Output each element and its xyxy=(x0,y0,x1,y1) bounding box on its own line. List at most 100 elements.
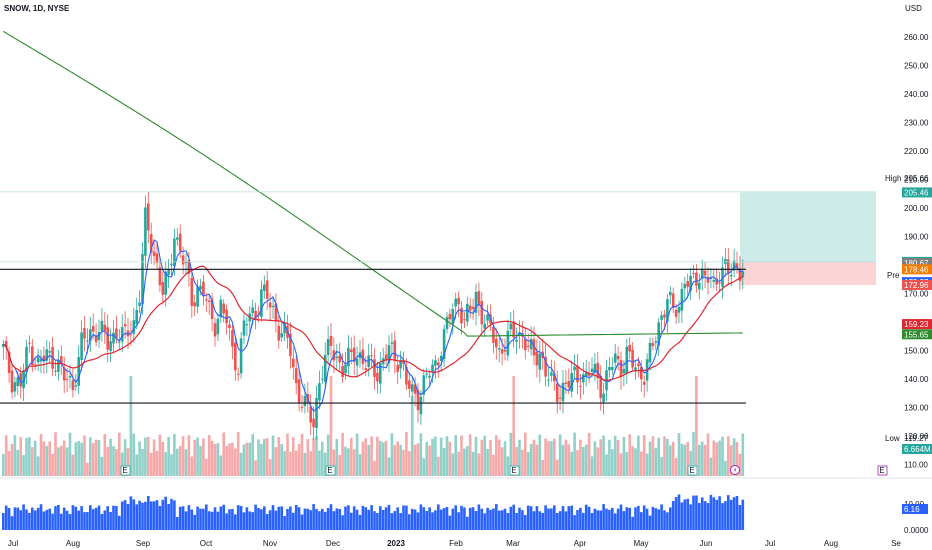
candle-body xyxy=(402,360,405,364)
volume-bar xyxy=(236,432,240,476)
indicator-bar xyxy=(567,506,571,530)
volume-bar xyxy=(341,433,344,476)
volume-bar xyxy=(663,436,666,476)
candle-body xyxy=(149,234,153,253)
candle-body xyxy=(642,381,646,385)
indicator-bar xyxy=(660,504,663,530)
indicator-bar xyxy=(463,507,466,530)
indicator-bar xyxy=(109,512,112,530)
candle-body xyxy=(576,366,579,383)
candle-body xyxy=(463,319,466,321)
indicator-bar xyxy=(735,495,739,530)
indicator-bar xyxy=(2,513,5,530)
indicator-bar xyxy=(77,510,80,530)
volume-bar xyxy=(463,448,466,476)
indicator-bar xyxy=(547,508,550,530)
indicator-bar xyxy=(347,505,350,530)
indicator-bar xyxy=(573,515,576,530)
price-tag: 178.46 xyxy=(904,265,929,274)
indicator-bar xyxy=(379,506,382,530)
volume-bar xyxy=(132,433,136,476)
volume-bar xyxy=(616,439,620,476)
candle-body xyxy=(468,305,472,311)
ma-short-line xyxy=(3,239,743,412)
indicator-bar xyxy=(393,511,397,530)
volume-bar xyxy=(477,453,481,476)
indicator-bar xyxy=(106,506,109,530)
y-tick-label: 250.00 xyxy=(904,62,929,71)
indicator-bar xyxy=(457,512,460,530)
volume-bar xyxy=(628,434,631,476)
volume-bar xyxy=(593,441,597,476)
volume-bar xyxy=(718,440,721,476)
stop-zone[interactable] xyxy=(740,261,876,285)
candle-body xyxy=(518,332,521,337)
indicator-bar xyxy=(512,504,515,530)
volume-bar xyxy=(611,449,614,476)
candle-body xyxy=(602,393,605,403)
indicator-bar xyxy=(521,510,524,530)
indicator-bar xyxy=(280,506,283,530)
indicator-bar xyxy=(100,513,104,530)
indicator-bar xyxy=(616,508,620,530)
candle-body xyxy=(477,291,481,304)
candle-body xyxy=(738,268,742,281)
candle-body xyxy=(631,349,634,368)
candle-body xyxy=(106,327,109,350)
candle-body xyxy=(628,344,631,352)
volume-bar xyxy=(364,438,368,476)
time-axis[interactable]: Jul Aug Sep Oct Nov Dec 2023 Feb Mar Apr May Jun Jul… xyxy=(8,539,902,548)
volume-bar xyxy=(248,442,252,476)
candle-body xyxy=(109,341,112,351)
candle-body xyxy=(239,338,243,374)
indicator-bar xyxy=(712,497,716,530)
volume-bar xyxy=(219,455,223,476)
candle-body xyxy=(379,363,382,384)
price-axis[interactable]: 260.00 250.00 240.00 230.00 220.00 210.00 200.… xyxy=(904,33,929,469)
indicator-bar xyxy=(437,504,440,530)
candle-body xyxy=(254,310,257,319)
indicator-bar xyxy=(439,509,443,530)
candle-body xyxy=(422,375,426,395)
volume-bar xyxy=(442,447,446,476)
candle-body xyxy=(416,390,420,411)
volume-tag-bg xyxy=(902,444,932,454)
alert-icon[interactable] xyxy=(730,465,740,475)
indicator-bar xyxy=(648,515,652,530)
candle-body xyxy=(129,333,133,335)
volume-bar xyxy=(138,441,141,476)
volume-bar xyxy=(91,443,95,476)
volume-bar xyxy=(669,445,672,476)
volume-bar xyxy=(65,447,69,476)
indicator-bar xyxy=(724,501,727,530)
candle-body xyxy=(396,364,399,372)
volume-bar xyxy=(306,439,310,476)
indicator-bar xyxy=(338,508,341,530)
candle-body xyxy=(454,298,457,307)
indicator-bar xyxy=(698,502,701,530)
price-tag-bg xyxy=(902,319,932,330)
candle-body xyxy=(138,302,141,307)
indicator-bar xyxy=(419,504,423,530)
volume-bar xyxy=(152,439,156,476)
volume-bar xyxy=(181,436,185,476)
volume-bar xyxy=(355,433,359,476)
target-zone[interactable] xyxy=(740,192,876,262)
indicator-bar xyxy=(45,509,49,530)
x-tick-label: Apr xyxy=(574,539,587,548)
volume-bar xyxy=(225,446,228,476)
volume-bar xyxy=(387,457,391,476)
indicator-bar xyxy=(732,497,736,530)
candle-body xyxy=(202,281,205,297)
indicator-bar xyxy=(703,501,707,530)
pre-market-label: Pre xyxy=(887,271,900,280)
horizontal-levels[interactable] xyxy=(0,191,876,404)
candle-body xyxy=(500,349,504,354)
candle-body xyxy=(144,207,147,256)
volume-bar xyxy=(654,447,658,476)
candle-body xyxy=(387,345,391,364)
indicator-bar xyxy=(283,516,286,530)
volume-bar xyxy=(712,440,716,476)
